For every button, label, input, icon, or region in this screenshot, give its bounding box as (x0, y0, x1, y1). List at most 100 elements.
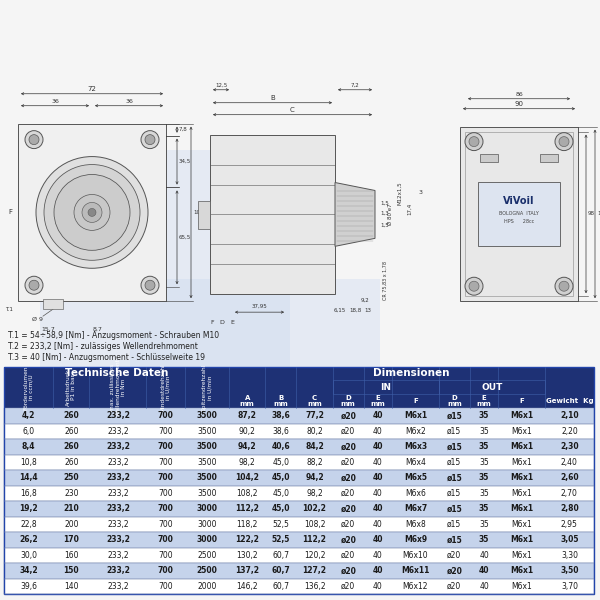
Text: M6x12: M6x12 (403, 582, 428, 591)
Text: ViVoil: ViVoil (503, 196, 535, 206)
Text: 3000: 3000 (197, 504, 218, 513)
Text: ø20: ø20 (341, 520, 355, 529)
Text: 6,0: 6,0 (23, 427, 35, 436)
Circle shape (469, 281, 479, 291)
Text: B: B (270, 95, 275, 101)
Text: ø20: ø20 (340, 442, 356, 451)
Text: M6x1: M6x1 (511, 551, 532, 560)
Text: ø20: ø20 (340, 504, 356, 513)
Circle shape (559, 137, 569, 146)
Text: max. zulässiges
Wellendrehmoment
in Nm: max. zulässiges Wellendrehmoment in Nm (110, 359, 125, 416)
Bar (198, 202, 210, 229)
Text: 40: 40 (373, 411, 383, 420)
Text: ø15: ø15 (446, 504, 462, 513)
Text: 40: 40 (373, 535, 383, 544)
Text: 117: 117 (597, 211, 600, 217)
Text: 233,2: 233,2 (106, 566, 130, 575)
Text: 15,7: 15,7 (41, 327, 55, 332)
Text: 7,8: 7,8 (179, 127, 188, 132)
Text: 260: 260 (64, 427, 79, 436)
Circle shape (555, 133, 573, 151)
Text: F: F (8, 209, 12, 215)
Text: ø15: ø15 (447, 520, 461, 529)
Text: 233,2: 233,2 (106, 473, 130, 482)
Text: 233,2: 233,2 (107, 551, 128, 560)
Text: 104,2: 104,2 (235, 473, 259, 482)
Text: 38,6: 38,6 (272, 411, 290, 420)
Text: E
mm: E mm (371, 395, 385, 407)
Circle shape (29, 134, 39, 145)
Bar (4, 439, 594, 455)
Text: Arbeitsdruck
P1 in bar: Arbeitsdruck P1 in bar (66, 369, 76, 406)
Text: 60,7: 60,7 (272, 566, 290, 575)
Text: 60,7: 60,7 (272, 551, 289, 560)
Text: 45,0: 45,0 (272, 473, 290, 482)
Circle shape (145, 134, 155, 145)
Text: 35: 35 (479, 504, 489, 513)
Text: 38,6: 38,6 (272, 427, 289, 436)
Text: 100: 100 (193, 210, 203, 215)
Circle shape (141, 276, 159, 294)
Text: 94,2: 94,2 (305, 473, 324, 482)
Bar (53, 380, 89, 408)
Text: 170: 170 (64, 535, 79, 544)
Text: Technische Daten: Technische Daten (65, 368, 168, 379)
Text: 3000: 3000 (197, 520, 217, 529)
Text: D
mm: D mm (447, 395, 461, 407)
Text: 2,40: 2,40 (561, 458, 578, 467)
Text: 40: 40 (373, 566, 383, 575)
Text: 9,2: 9,2 (361, 298, 370, 303)
Text: 87,2: 87,2 (238, 411, 257, 420)
Text: 30,0: 30,0 (20, 551, 37, 560)
Text: M6x7: M6x7 (404, 504, 427, 513)
Text: 700: 700 (158, 411, 173, 420)
Text: ø15: ø15 (446, 473, 462, 482)
Circle shape (74, 194, 110, 230)
Text: Ø 80 e7: Ø 80 e7 (388, 203, 392, 225)
Text: 13: 13 (365, 308, 371, 313)
Text: M6x1: M6x1 (510, 504, 533, 513)
Text: 35: 35 (479, 458, 489, 467)
Text: HPS      28cc: HPS 28cc (504, 219, 534, 224)
Text: M6x4: M6x4 (405, 458, 426, 467)
Text: Fördervolumen
in ccm/U: Fördervolumen in ccm/U (23, 365, 34, 410)
Text: 98,2: 98,2 (306, 489, 323, 498)
Text: M6x9: M6x9 (404, 535, 427, 544)
Text: 150: 150 (64, 566, 79, 575)
Circle shape (145, 280, 155, 290)
Text: C
mm: C mm (307, 395, 322, 407)
Text: 210: 210 (64, 504, 79, 513)
Text: 2500: 2500 (197, 566, 218, 575)
Text: M6x1: M6x1 (511, 520, 532, 529)
Text: 34,2: 34,2 (19, 566, 38, 575)
Text: ø15: ø15 (447, 458, 461, 467)
Text: 3,50: 3,50 (560, 566, 578, 575)
Text: 80,2: 80,2 (306, 427, 323, 436)
Text: 72: 72 (88, 86, 97, 92)
Text: M6x1: M6x1 (510, 411, 533, 420)
Bar (4, 547, 594, 563)
Text: 112,2: 112,2 (235, 504, 259, 513)
Circle shape (54, 175, 130, 250)
Text: T.3 = 40 [Nm] - Anzugsmoment - Schlüsselweite 19: T.3 = 40 [Nm] - Anzugsmoment - Schlüssel… (8, 353, 205, 362)
Text: M6x1: M6x1 (510, 473, 533, 482)
Text: M6x5: M6x5 (404, 473, 427, 482)
Text: 3500: 3500 (197, 427, 217, 436)
Text: 700: 700 (158, 442, 173, 451)
Bar (4, 563, 594, 578)
Circle shape (559, 281, 569, 291)
Text: 40,6: 40,6 (272, 442, 290, 451)
Text: 40: 40 (373, 473, 383, 482)
Text: 700: 700 (158, 566, 173, 575)
Text: ø20: ø20 (447, 582, 461, 591)
Text: 118,2: 118,2 (236, 520, 258, 529)
Text: F: F (413, 398, 418, 404)
Text: 35: 35 (479, 411, 489, 420)
Bar (4, 485, 594, 501)
Text: M6x1: M6x1 (510, 442, 533, 451)
Circle shape (29, 280, 39, 290)
Text: 3,05: 3,05 (560, 535, 578, 544)
Text: 18,8: 18,8 (349, 308, 361, 313)
Bar (465, 131, 573, 296)
Bar (439, 380, 545, 394)
